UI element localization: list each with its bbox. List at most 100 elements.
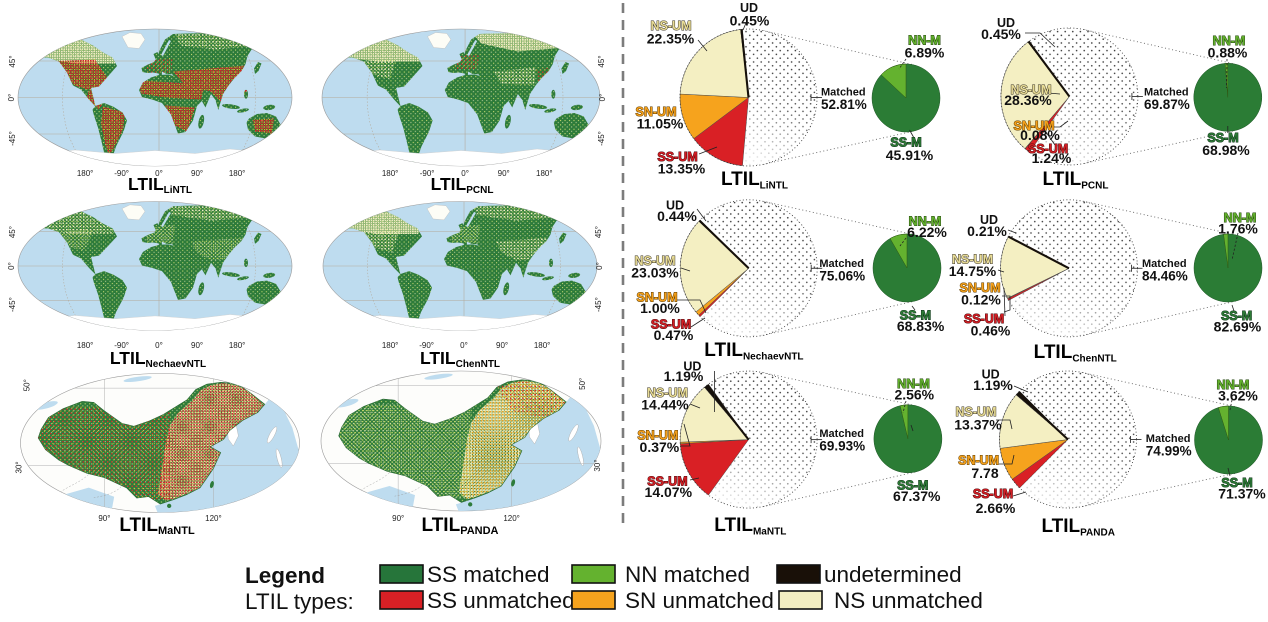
svg-text:68.98%: 68.98% — [1202, 142, 1250, 158]
svg-text:undetermined: undetermined — [824, 562, 962, 587]
svg-text:NS-UM: NS-UM — [647, 386, 688, 400]
svg-text:6.22%: 6.22% — [907, 224, 947, 240]
svg-text:-45°: -45° — [8, 131, 17, 146]
svg-text:69.87%: 69.87% — [1144, 97, 1190, 112]
svg-text:45°: 45° — [597, 55, 606, 67]
svg-text:75.06%: 75.06% — [819, 269, 865, 284]
svg-text:180°: 180° — [77, 169, 94, 178]
svg-text:0°: 0° — [155, 169, 163, 178]
svg-text:SN-UM: SN-UM — [636, 105, 677, 119]
svg-text:180°: 180° — [382, 169, 399, 178]
svg-text:LTILNechaevNTL: LTILNechaevNTL — [704, 340, 803, 363]
svg-text:45°: 45° — [8, 226, 17, 238]
svg-text:0°: 0° — [7, 94, 16, 102]
svg-text:SS unmatched: SS unmatched — [427, 588, 575, 613]
svg-text:LTILNechaevNTL: LTILNechaevNTL — [110, 348, 206, 370]
svg-text:LTILPANDA: LTILPANDA — [422, 515, 499, 537]
svg-text:45°: 45° — [8, 55, 17, 67]
svg-text:82.69%: 82.69% — [1214, 319, 1262, 335]
svg-text:NS-UM: NS-UM — [952, 253, 993, 267]
svg-text:0.46%: 0.46% — [971, 323, 1011, 339]
svg-text:SS-M: SS-M — [1221, 309, 1252, 323]
svg-text:30°: 30° — [15, 461, 24, 473]
svg-text:SS-UM: SS-UM — [657, 150, 697, 164]
svg-text:-90°: -90° — [420, 169, 435, 178]
svg-text:180°: 180° — [382, 341, 399, 350]
svg-text:NN-M: NN-M — [909, 215, 942, 229]
svg-text:2.56%: 2.56% — [894, 387, 934, 403]
svg-text:SN-UM: SN-UM — [958, 454, 999, 468]
svg-text:SS-M: SS-M — [1207, 131, 1238, 145]
svg-text:LTILChenNTL: LTILChenNTL — [1034, 342, 1117, 365]
svg-text:52.81%: 52.81% — [821, 97, 867, 112]
svg-text:50°: 50° — [578, 378, 587, 390]
svg-text:14.75%: 14.75% — [949, 263, 997, 279]
svg-text:LTILMaNTL: LTILMaNTL — [714, 515, 786, 538]
svg-text:SS-UM: SS-UM — [964, 312, 1004, 326]
svg-text:SN-UM: SN-UM — [960, 281, 1001, 295]
svg-text:1.76%: 1.76% — [1218, 221, 1258, 237]
svg-text:NN-M: NN-M — [897, 377, 930, 391]
svg-text:23.03%: 23.03% — [631, 265, 679, 281]
svg-text:1.19%: 1.19% — [973, 377, 1013, 393]
svg-text:SS-M: SS-M — [890, 136, 921, 150]
svg-text:LTILLiNTL: LTILLiNTL — [128, 174, 192, 196]
svg-text:0°: 0° — [155, 341, 163, 350]
svg-text:SS-UM: SS-UM — [651, 318, 691, 332]
svg-text:UD: UD — [683, 360, 701, 374]
svg-text:LTILPANDA: LTILPANDA — [1041, 516, 1115, 539]
svg-text:0.08%: 0.08% — [1020, 127, 1060, 143]
svg-text:1.00%: 1.00% — [640, 300, 680, 316]
svg-text:68.83%: 68.83% — [897, 318, 945, 334]
svg-text:90°: 90° — [498, 169, 510, 178]
svg-text:-45°: -45° — [597, 131, 606, 146]
svg-text:90°: 90° — [191, 341, 203, 350]
svg-text:-45°: -45° — [8, 297, 17, 312]
svg-text:84.46%: 84.46% — [1142, 269, 1188, 284]
svg-text:SS-M: SS-M — [900, 309, 931, 323]
svg-text:71.37%: 71.37% — [1218, 486, 1266, 502]
svg-text:0.47%: 0.47% — [654, 327, 694, 343]
svg-text:LTIL types:: LTIL types: — [245, 589, 354, 614]
svg-text:7.78: 7.78 — [971, 465, 998, 481]
svg-text:0.12%: 0.12% — [961, 292, 1001, 308]
svg-text:NN-M: NN-M — [1224, 211, 1257, 225]
svg-text:UD: UD — [997, 16, 1015, 30]
svg-text:90°: 90° — [392, 514, 404, 523]
svg-text:180°: 180° — [229, 169, 246, 178]
svg-text:Matched: Matched — [819, 258, 864, 270]
svg-text:45.91%: 45.91% — [886, 147, 934, 163]
svg-text:50°: 50° — [23, 379, 32, 391]
svg-text:0°: 0° — [595, 262, 604, 270]
svg-text:UD: UD — [740, 1, 758, 15]
svg-text:74.99%: 74.99% — [1146, 444, 1192, 459]
svg-text:-90°: -90° — [114, 169, 129, 178]
svg-text:Matched: Matched — [1142, 258, 1187, 270]
svg-text:-90°: -90° — [419, 341, 434, 350]
svg-text:LTILChenNTL: LTILChenNTL — [420, 348, 500, 370]
svg-text:SS-M: SS-M — [897, 479, 928, 493]
svg-text:NS-UM: NS-UM — [956, 405, 997, 419]
svg-text:1.19%: 1.19% — [664, 368, 704, 384]
svg-text:22.35%: 22.35% — [647, 31, 695, 47]
svg-text:45°: 45° — [594, 226, 603, 238]
svg-text:30°: 30° — [593, 459, 602, 471]
svg-text:SS matched: SS matched — [427, 562, 550, 587]
svg-text:0°: 0° — [7, 262, 16, 270]
svg-text:NN-M: NN-M — [1213, 34, 1246, 48]
svg-text:SN-UM: SN-UM — [637, 429, 678, 443]
svg-text:SS-UM: SS-UM — [1028, 142, 1068, 156]
svg-text:NS-UM: NS-UM — [1011, 83, 1052, 97]
svg-text:11.05%: 11.05% — [637, 116, 684, 132]
svg-text:NN-M: NN-M — [1217, 378, 1250, 392]
svg-text:-90°: -90° — [114, 341, 129, 350]
svg-text:90°: 90° — [98, 514, 110, 523]
svg-text:14.07%: 14.07% — [645, 484, 693, 500]
svg-text:90°: 90° — [496, 341, 508, 350]
svg-text:-45°: -45° — [594, 297, 603, 312]
svg-text:0.37%: 0.37% — [640, 439, 680, 455]
svg-text:180°: 180° — [536, 169, 553, 178]
svg-text:LTILLiNTL: LTILLiNTL — [721, 169, 788, 192]
svg-text:67.37%: 67.37% — [893, 488, 941, 504]
svg-text:28.36%: 28.36% — [1004, 92, 1052, 108]
